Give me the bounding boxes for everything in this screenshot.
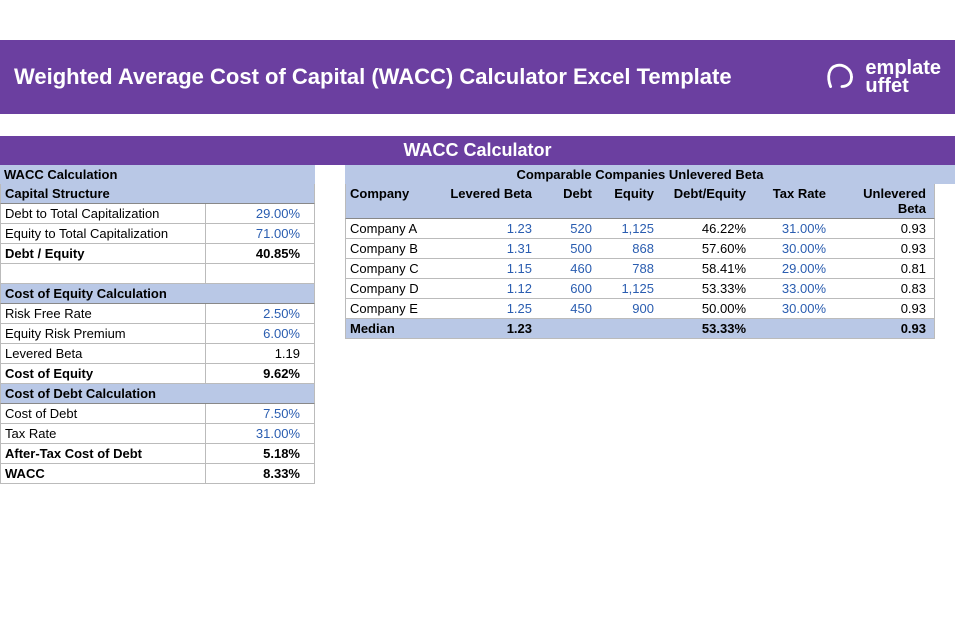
- cell: 0.93: [830, 239, 930, 258]
- table-row: Levered Beta1.19: [0, 344, 315, 364]
- cell: Company A: [346, 219, 436, 238]
- cell: 1.31: [436, 239, 536, 258]
- cell: 53.33%: [658, 279, 750, 298]
- table-row: Company C1.1546078858.41%29.00%0.81: [345, 259, 935, 279]
- cell: 1,125: [596, 279, 658, 298]
- logo: emplate uffet: [823, 58, 941, 96]
- row-value: 71.00%: [206, 224, 304, 243]
- row-label: Debt to Total Capitalization: [1, 204, 206, 223]
- cell: 450: [536, 299, 596, 318]
- table-row: Equity to Total Capitalization71.00%: [0, 224, 315, 244]
- cell: Company C: [346, 259, 436, 278]
- row-value: 7.50%: [206, 404, 304, 423]
- table-row: Debt / Equity40.85%: [0, 244, 315, 264]
- cell: 520: [536, 219, 596, 238]
- cell: 1.23: [436, 219, 536, 238]
- row-value: 31.00%: [206, 424, 304, 443]
- row-label: Risk Free Rate: [1, 304, 206, 323]
- table-row: Company E1.2545090050.00%30.00%0.93: [345, 299, 935, 319]
- cell: 50.00%: [658, 299, 750, 318]
- table-row: Tax Rate31.00%: [0, 424, 315, 444]
- table-row: Company B1.3150086857.60%30.00%0.93: [345, 239, 935, 259]
- row-value: 2.50%: [206, 304, 304, 323]
- cell: 500: [536, 239, 596, 258]
- cell: 0.83: [830, 279, 930, 298]
- median-row: Median 1.23 53.33% 0.93: [345, 319, 935, 339]
- cell: 30.00%: [750, 239, 830, 258]
- cell: Company E: [346, 299, 436, 318]
- row-label: Debt / Equity: [1, 244, 206, 263]
- table-row: Company D1.126001,12553.33%33.00%0.83: [345, 279, 935, 299]
- table-row: Debt to Total Capitalization29.00%: [0, 204, 315, 224]
- row-value: 5.18%: [206, 444, 304, 463]
- cell: 33.00%: [750, 279, 830, 298]
- right-column: Company Levered Beta Debt Equity Debt/Eq…: [345, 184, 935, 339]
- header-band: Weighted Average Cost of Capital (WACC) …: [0, 40, 955, 114]
- cell: 600: [536, 279, 596, 298]
- cell: 1.25: [436, 299, 536, 318]
- cell: 31.00%: [750, 219, 830, 238]
- row-label: After-Tax Cost of Debt: [1, 444, 206, 463]
- logo-text: emplate uffet: [865, 59, 941, 95]
- cost-equity-header: Cost of Equity Calculation: [0, 284, 315, 304]
- cell: 30.00%: [750, 299, 830, 318]
- table-row: WACC8.33%: [0, 464, 315, 484]
- content-row: Capital Structure Debt to Total Capitali…: [0, 184, 955, 484]
- comparable-col-headers: Company Levered Beta Debt Equity Debt/Eq…: [345, 184, 935, 219]
- comparable-header: Comparable Companies Unlevered Beta: [345, 165, 935, 184]
- left-column: Capital Structure Debt to Total Capitali…: [0, 184, 315, 484]
- cell: 1,125: [596, 219, 658, 238]
- row-value: 9.62%: [206, 364, 304, 383]
- row-value: 8.33%: [206, 464, 304, 483]
- cell: 0.93: [830, 299, 930, 318]
- table-row: Equity Risk Premium6.00%: [0, 324, 315, 344]
- cell: Company B: [346, 239, 436, 258]
- cell: Company D: [346, 279, 436, 298]
- table-row: After-Tax Cost of Debt5.18%: [0, 444, 315, 464]
- cell: 0.81: [830, 259, 930, 278]
- row-value: 40.85%: [206, 244, 304, 263]
- logo-icon: [823, 58, 861, 96]
- cap-structure-header: Capital Structure: [0, 184, 315, 204]
- cell: 1.15: [436, 259, 536, 278]
- row-label: Tax Rate: [1, 424, 206, 443]
- cell: 57.60%: [658, 239, 750, 258]
- cost-debt-header: Cost of Debt Calculation: [0, 384, 315, 404]
- cell: 29.00%: [750, 259, 830, 278]
- cell: 788: [596, 259, 658, 278]
- table-row: Risk Free Rate2.50%: [0, 304, 315, 324]
- cell: 0.93: [830, 219, 930, 238]
- wacc-calc-header: WACC Calculation: [0, 165, 315, 184]
- cell: 460: [536, 259, 596, 278]
- row-label: Cost of Equity: [1, 364, 206, 383]
- row-value: 29.00%: [206, 204, 304, 223]
- pair-header: WACC Calculation Comparable Companies Un…: [0, 165, 955, 184]
- cell: 900: [596, 299, 658, 318]
- section-title: WACC Calculator: [0, 136, 955, 165]
- table-row: Cost of Debt7.50%: [0, 404, 315, 424]
- row-label: Levered Beta: [1, 344, 206, 363]
- row-label: Equity Risk Premium: [1, 324, 206, 343]
- row-label: WACC: [1, 464, 206, 483]
- row-value: 6.00%: [206, 324, 304, 343]
- table-row: Cost of Equity9.62%: [0, 364, 315, 384]
- cell: 46.22%: [658, 219, 750, 238]
- cell: 1.12: [436, 279, 536, 298]
- row-value: 1.19: [206, 344, 304, 363]
- cell: 868: [596, 239, 658, 258]
- table-row: Company A1.235201,12546.22%31.00%0.93: [345, 219, 935, 239]
- row-label: Cost of Debt: [1, 404, 206, 423]
- page-title: Weighted Average Cost of Capital (WACC) …: [14, 64, 732, 90]
- cell: 58.41%: [658, 259, 750, 278]
- row-label: Equity to Total Capitalization: [1, 224, 206, 243]
